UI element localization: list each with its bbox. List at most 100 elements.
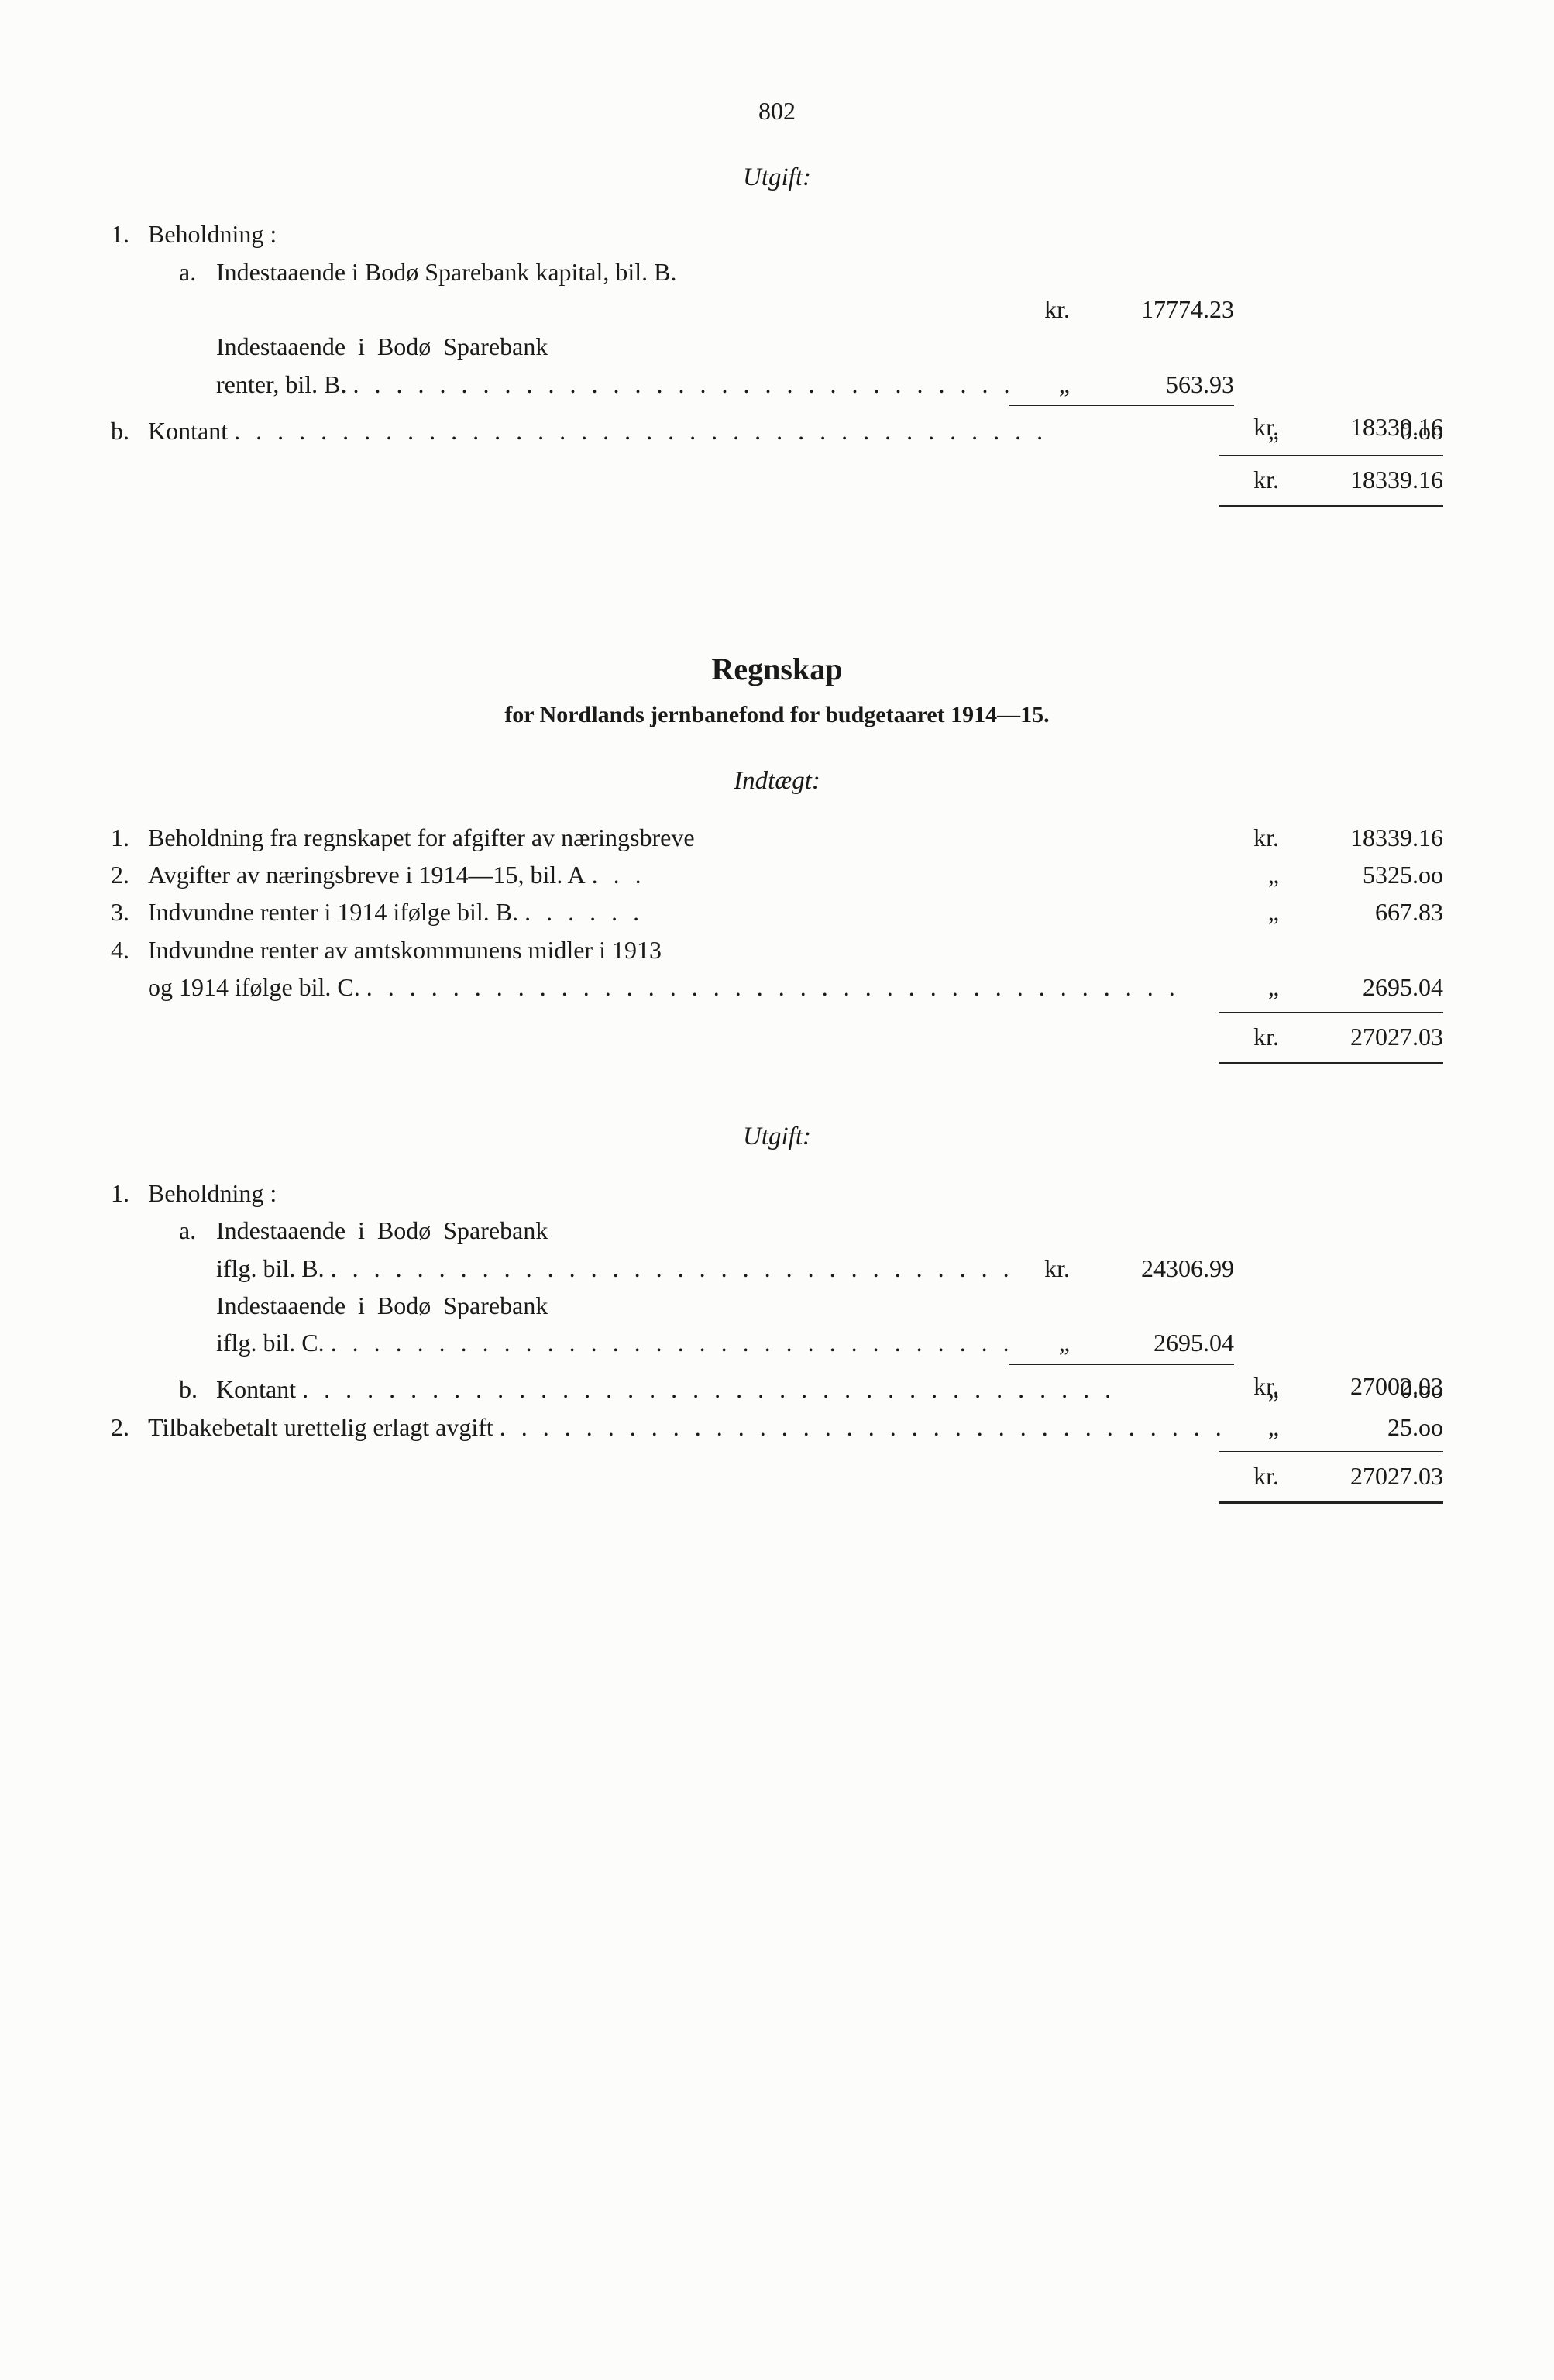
line-label: Indestaaende i Bodø Sparebank [216, 1212, 548, 1248]
line-label: Kontant [216, 1371, 296, 1407]
line-number: b. [111, 413, 148, 449]
line-label: Kontant [148, 413, 228, 449]
income-heading: Indtægt: [111, 763, 1443, 800]
rule-heavy [1219, 1062, 1443, 1064]
line-label: Beholdning : [148, 216, 277, 252]
line-number: 2. [111, 857, 148, 892]
amount: 27027.03 [1288, 1019, 1443, 1054]
amount: 27027.03 [1288, 1458, 1443, 1494]
sub-letter: a. [179, 254, 216, 290]
rule [1219, 455, 1443, 456]
currency: „ [1016, 366, 1079, 402]
income-row-2: 2. Avgifter av næringsbreve i 1914—15, b… [111, 857, 1443, 892]
line-number: 1. [111, 1175, 148, 1211]
amount: 0.oo [1288, 413, 1443, 449]
currency: kr. [1225, 820, 1288, 855]
page-number: 802 [111, 93, 1443, 129]
dot-leader: . . . . . . . . . . . . . . . . . . . . … [325, 1325, 1016, 1360]
amount: 2695.04 [1288, 969, 1443, 1005]
s1-item1-sub2-line2: renter, bil. B. . . . . . . . . . . . . … [111, 366, 1443, 402]
currency: „ [1225, 413, 1288, 449]
dot-leader: . . . . . . [518, 894, 1225, 930]
line-label: Avgifter av næringsbreve i 1914—15, bil.… [148, 857, 586, 892]
currency: „ [1225, 1371, 1288, 1407]
expense-item2: 2. Tilbakebetalt urettelig erlagt avgift… [111, 1409, 1443, 1445]
currency: kr. [1016, 291, 1079, 327]
amount: 563.93 [1079, 366, 1234, 402]
expense-item1a-line2: iflg. bil. B. . . . . . . . . . . . . . … [111, 1250, 1443, 1286]
income-row-3: 3. Indvundne renter i 1914 ifølge bil. B… [111, 894, 1443, 930]
currency: „ [1016, 1325, 1079, 1360]
currency: „ [1225, 894, 1288, 930]
line-label: Tilbakebetalt urettelig erlagt avgift [148, 1409, 493, 1445]
line-label: iflg. bil. C. [216, 1325, 325, 1360]
line-label: Beholdning : [148, 1175, 277, 1211]
sub-letter: b. [179, 1371, 216, 1407]
line-number: 1. [111, 216, 148, 252]
line-label: Indestaaende i Bodø Sparebank [216, 1288, 548, 1323]
section1-heading: Utgift: [111, 160, 1443, 197]
line-number: 2. [111, 1409, 148, 1445]
income-row-4-line2: og 1914 ifølge bil. C. . . . . . . . . .… [111, 969, 1443, 1005]
rule [1219, 1012, 1443, 1013]
line-label: iflg. bil. B. [216, 1250, 325, 1286]
expense-total: kr. 27027.03 [111, 1458, 1443, 1494]
amount: 2695.04 [1079, 1325, 1234, 1360]
expense-item1a-line1: a. Indestaaende i Bodø Sparebank [111, 1212, 1443, 1248]
currency: kr. [1225, 1458, 1288, 1494]
amount: 667.83 [1288, 894, 1443, 930]
expense-heading: Utgift: [111, 1119, 1443, 1156]
dot-leader: . . . . . . . . . . . . . . . . . . . . … [228, 413, 1225, 449]
income-row-4-line1: 4. Indvundne renter av amtskommunens mid… [111, 932, 1443, 968]
income-total: kr. 27027.03 [111, 1019, 1443, 1054]
income-row-1: 1. Beholdning fra regnskapet for afgifte… [111, 820, 1443, 855]
dot-leader: . . . . . . . . . . . . . . . . . . . . … [296, 1371, 1225, 1407]
amount: 18339.16 [1288, 462, 1443, 497]
currency: „ [1225, 1409, 1288, 1445]
s1-item1a-line1: a. Indestaaende i Bodø Sparebank kapital… [111, 254, 1443, 290]
section2-title: Regnskap [111, 647, 1443, 692]
rule [1009, 1364, 1234, 1365]
expense-item1b: b. Kontant . . . . . . . . . . . . . . .… [111, 1371, 1443, 1407]
expense-item1: 1. Beholdning : [111, 1175, 1443, 1211]
s1-item1-sub2-line1: Indestaaende i Bodø Sparebank [111, 328, 1443, 364]
rule-heavy [1219, 505, 1443, 507]
currency: kr. [1016, 1250, 1079, 1286]
amount: 25.oo [1288, 1409, 1443, 1445]
dot-leader: . . . . . . . . . . . . . . . . . . . . … [325, 1250, 1016, 1286]
amount: 17774.23 [1079, 291, 1234, 327]
rule [1219, 1451, 1443, 1452]
line-label: Indvundne renter av amtskommunens midler… [148, 932, 662, 968]
dot-leader: . . . . . . . . . . . . . . . . . . . . … [360, 969, 1225, 1005]
sub-letter: a. [179, 1212, 216, 1248]
line-label: og 1914 ifølge bil. C. [148, 969, 360, 1005]
line-label: Indvundne renter i 1914 ifølge bil. B. [148, 894, 518, 930]
currency: kr. [1225, 1019, 1288, 1054]
line-label: Beholdning fra regnskapet for afgifter a… [148, 820, 695, 855]
amount: 0.oo [1288, 1371, 1443, 1407]
line-number: 1. [111, 820, 148, 855]
currency: „ [1225, 857, 1288, 892]
line-number: 4. [111, 932, 148, 968]
line-number: 3. [111, 894, 148, 930]
currency: „ [1225, 969, 1288, 1005]
amount: 5325.oo [1288, 857, 1443, 892]
expense-item1-sub2-line1: Indestaaende i Bodø Sparebank [111, 1288, 1443, 1323]
s1-total: kr. 18339.16 [111, 462, 1443, 497]
dot-leader: . . . . . . . . . . . . . . . . . . . . … [346, 366, 1016, 402]
s1-item-b: b. Kontant . . . . . . . . . . . . . . .… [111, 413, 1443, 449]
rule-heavy [1219, 1501, 1443, 1504]
dot-leader: . . . . . . . . . . . . . . . . . . . . … [493, 1409, 1225, 1445]
expense-item1-sub2-line2: iflg. bil. C. . . . . . . . . . . . . . … [111, 1325, 1443, 1360]
line-label: Indestaaende i Bodø Sparebank [216, 328, 548, 364]
currency: kr. [1225, 462, 1288, 497]
line-label: renter, bil. B. [216, 366, 346, 402]
section2-subtitle: for Nordlands jernbanefond for budgetaar… [111, 698, 1443, 732]
rule [1009, 405, 1234, 406]
line-label: Indestaaende i Bodø Sparebank kapital, b… [216, 254, 677, 290]
page-container: 802 Utgift: 1. Beholdning : a. Indestaae… [111, 93, 1443, 1504]
s1-item1: 1. Beholdning : [111, 216, 1443, 252]
dot-leader: . . . [586, 857, 1225, 892]
amount: 24306.99 [1079, 1250, 1234, 1286]
s1-item1a-amount: kr. 17774.23 [111, 291, 1443, 327]
